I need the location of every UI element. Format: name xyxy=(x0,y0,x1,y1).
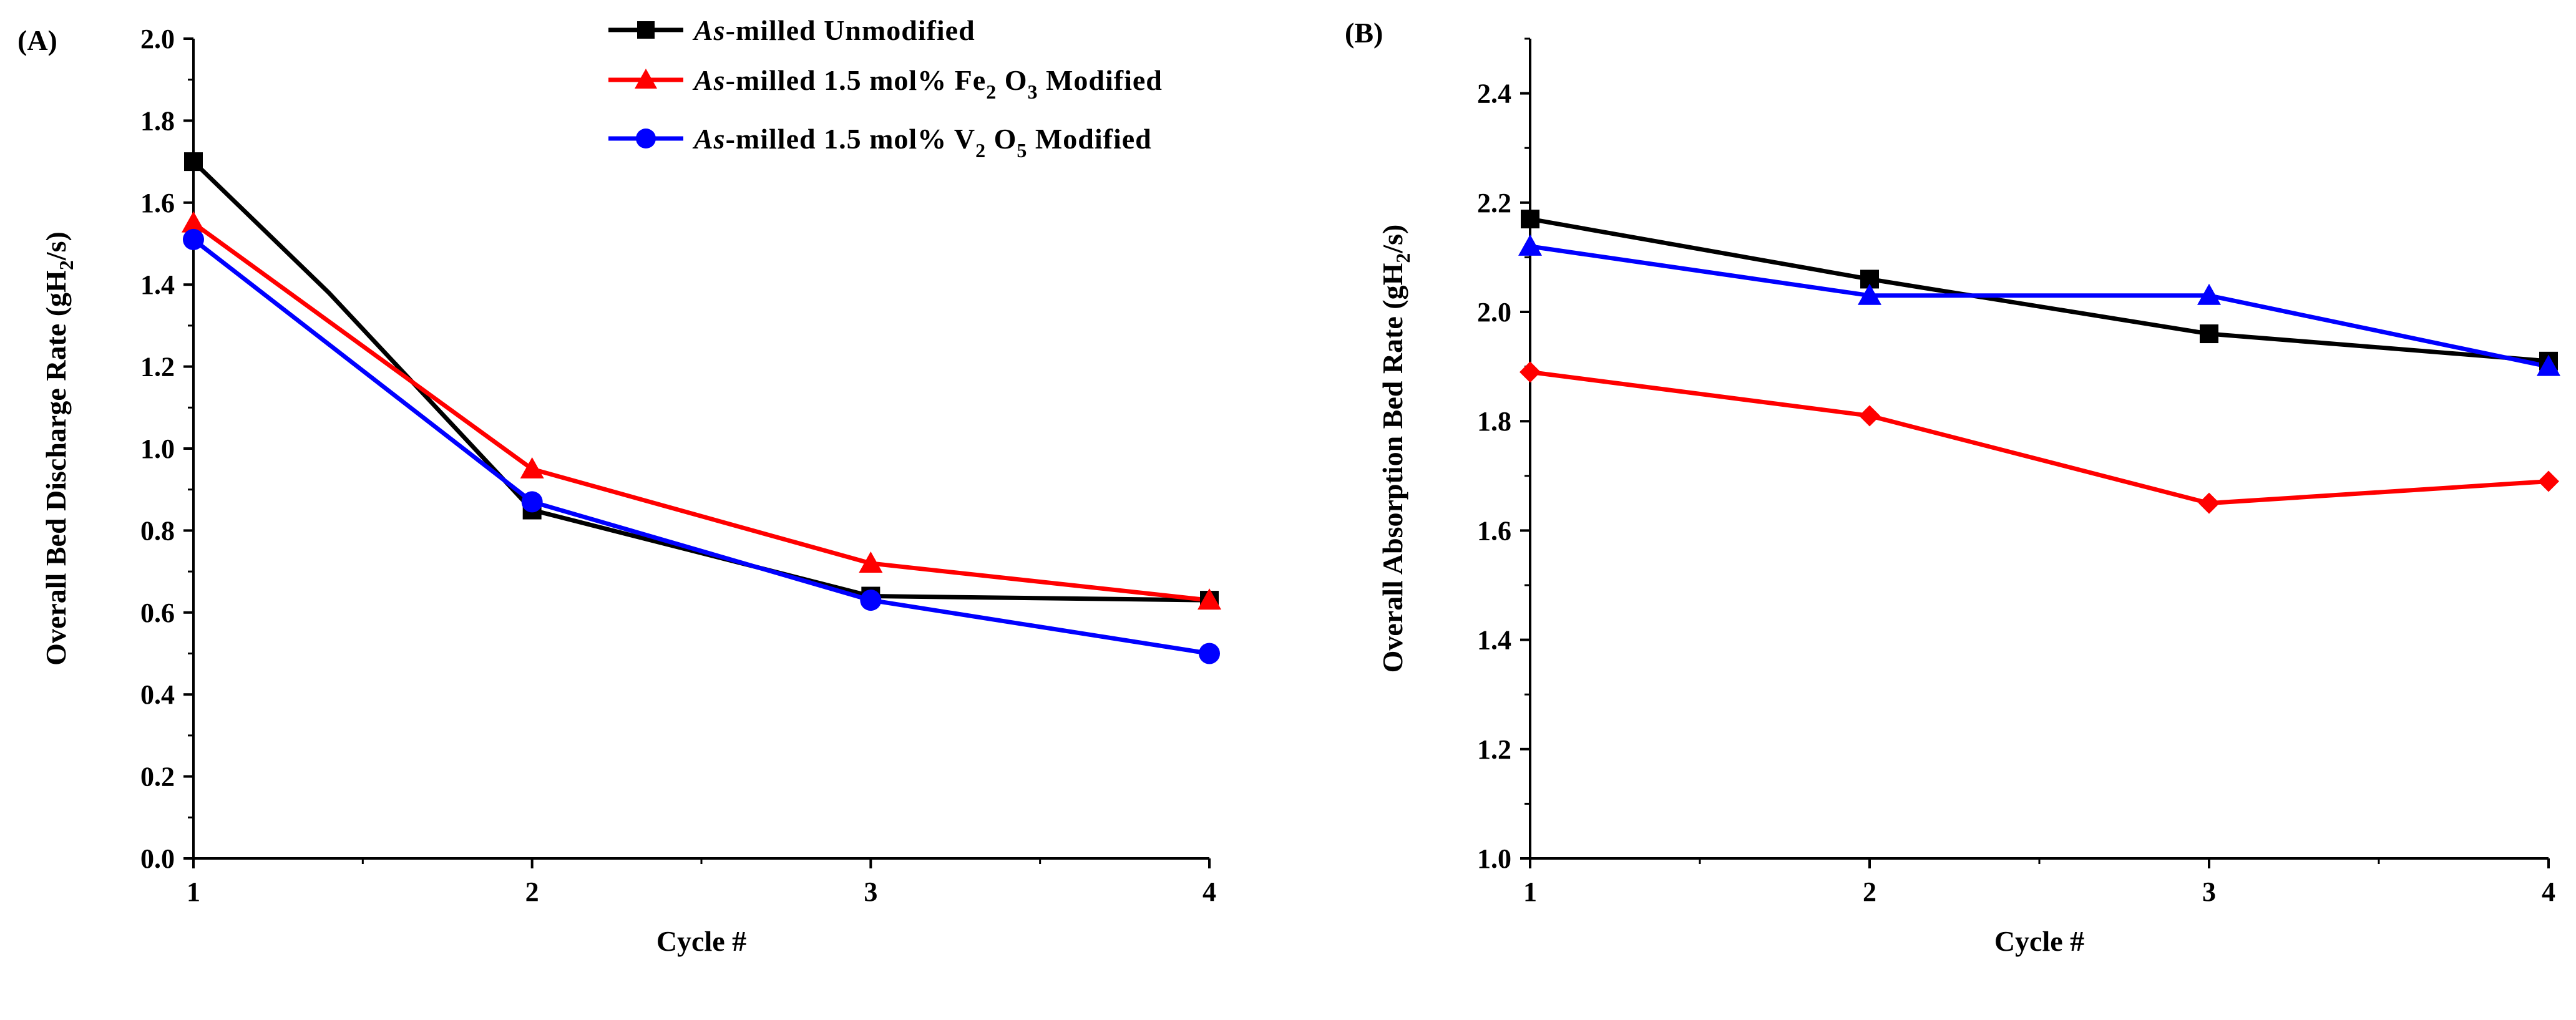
legend-marker-1 xyxy=(635,69,657,89)
y-axis-title-tail: /s) xyxy=(40,231,72,261)
x-tick-label: 3 xyxy=(2202,877,2216,907)
series-line-1 xyxy=(192,221,1210,603)
legend-item-1: As-milled 1.5 mol% Fe2 O3 Modified xyxy=(608,64,1163,103)
x-tick-label: 4 xyxy=(1203,877,1216,907)
y-tick-label: 0.6 xyxy=(140,598,175,628)
panel-a: 0.0 0.2 0.4 0.6 0.8 1.0 1.2 1.4 1.6 1.8 2.0 1 2 3 4 Cyc… xyxy=(40,24,1221,957)
series-1-point-3 xyxy=(2538,470,2559,492)
series-2-point-1 xyxy=(521,491,543,513)
y-tick-label: 1.0 xyxy=(140,434,175,464)
series-2-point-1 xyxy=(1858,283,1881,305)
series-2-point-0 xyxy=(1518,234,1542,256)
legend-label-0: As-milled Unmodified xyxy=(692,14,975,46)
y-axis-title-main: Overall Absorption Bed Rate (gH xyxy=(1377,263,1408,673)
y-axis-title-main: Overall Bed Discharge Rate (gH xyxy=(40,270,72,666)
panel-b-label: (B) xyxy=(1345,17,1383,49)
series-2-point-2 xyxy=(2197,283,2221,305)
series-1-point-1 xyxy=(520,457,544,478)
series-0-point-2 xyxy=(2200,324,2218,344)
y-tick-label: 2.2 xyxy=(1477,188,1511,218)
series-1-point-0 xyxy=(1520,361,1541,383)
series-1-point-2 xyxy=(859,551,883,573)
y-tick-label: 1.8 xyxy=(1477,406,1511,437)
series-2-point-0 xyxy=(183,228,204,250)
legend: As-milled Unmodified As-milled 1.5 mol% F… xyxy=(608,14,1163,162)
y-tick-label: 0.0 xyxy=(140,843,175,874)
y-axis-title: Overall Absorption Bed Rate (gH2/s) xyxy=(1377,225,1414,673)
x-tick-label: 2 xyxy=(525,877,539,907)
y-tick-label: 0.2 xyxy=(140,762,175,792)
y-tick-label: 1.6 xyxy=(1477,515,1511,546)
y-axis-title-tail: /s) xyxy=(1377,225,1408,254)
x-tick-label: 1 xyxy=(1523,877,1537,907)
y-tick-label: 1.0 xyxy=(1477,843,1511,874)
series-2-point-2 xyxy=(860,590,882,611)
y-tick-label: 2.0 xyxy=(140,24,175,54)
y-tick-label: 1.8 xyxy=(140,105,175,136)
series-line-2 xyxy=(1530,244,2549,369)
series-1-point-2 xyxy=(2198,492,2220,514)
series-0-point-0 xyxy=(184,152,203,172)
legend-marker-0 xyxy=(637,21,655,39)
panel-b: 1.0 1.2 1.4 1.6 1.8 2.0 2.2 2.4 1 2 3 4 Cycle # Overa… xyxy=(1377,37,2560,957)
y-tick-label: 2.0 xyxy=(1477,297,1511,328)
series-2-point-3 xyxy=(2537,354,2560,376)
y-tick-label: 1.4 xyxy=(140,270,175,300)
y-tick-label: 2.4 xyxy=(1477,79,1511,109)
x-axis-title: Cycle # xyxy=(1994,925,2084,957)
series-line-0 xyxy=(192,160,1210,603)
legend-item-0: As-milled Unmodified xyxy=(608,14,975,46)
x-tick-label: 2 xyxy=(1863,877,1876,907)
y-tick-label: 1.2 xyxy=(1477,734,1511,765)
legend-item-2: As-milled 1.5 mol% V2 O5 Modified xyxy=(608,123,1152,162)
x-axis-title: Cycle # xyxy=(656,925,746,957)
legend-label-1: As-milled 1.5 mol% Fe2 O3 Modified xyxy=(692,64,1163,103)
series-1-point-1 xyxy=(1859,405,1880,427)
y-tick-label: 1.2 xyxy=(140,352,175,382)
series-0-point-0 xyxy=(1521,210,1539,229)
x-tick-label: 4 xyxy=(2542,877,2555,907)
y-axis-title-sub: 2 xyxy=(55,260,77,270)
series-line-1 xyxy=(1530,369,2549,506)
series-1-point-0 xyxy=(182,211,205,233)
series-1-point-3 xyxy=(1198,588,1221,610)
y-axis-title: Overall Bed Discharge Rate (gH2/s) xyxy=(40,231,77,666)
series-2-point-3 xyxy=(1199,643,1220,664)
series-line-0 xyxy=(1530,216,2549,364)
y-tick-label: 1.4 xyxy=(1477,625,1511,656)
y-tick-label: 0.4 xyxy=(140,679,175,710)
legend-marker-2 xyxy=(636,129,656,148)
y-axis-title-sub: 2 xyxy=(1392,253,1414,263)
y-tick-label: 1.6 xyxy=(140,188,175,218)
series-line-2 xyxy=(192,238,1210,656)
x-tick-label: 1 xyxy=(187,877,200,907)
panel-a-label: (A) xyxy=(17,24,57,56)
x-tick-label: 3 xyxy=(864,877,877,907)
y-tick-label: 0.8 xyxy=(140,515,175,546)
legend-label-2: As-milled 1.5 mol% V2 O5 Modified xyxy=(692,123,1152,162)
